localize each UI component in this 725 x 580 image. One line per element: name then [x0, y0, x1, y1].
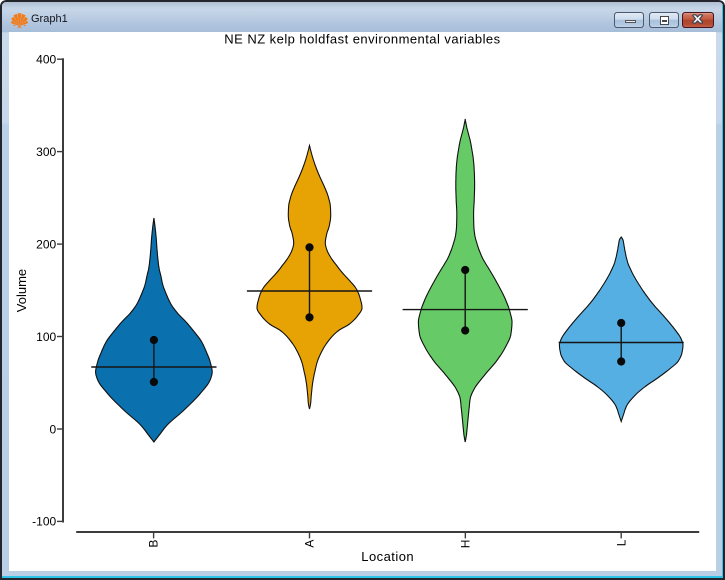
svg-text:B: B: [147, 540, 161, 548]
svg-text:0: 0: [50, 422, 57, 436]
svg-text:-100: -100: [32, 515, 56, 529]
svg-text:NE NZ kelp holdfast environmen: NE NZ kelp holdfast environmental variab…: [224, 31, 500, 46]
svg-text:A: A: [303, 540, 317, 548]
svg-text:300: 300: [36, 145, 56, 159]
svg-text:L: L: [614, 539, 628, 546]
svg-text:Volume: Volume: [14, 269, 29, 312]
svg-text:H: H: [458, 540, 472, 549]
svg-text:400: 400: [36, 53, 56, 67]
svg-text:100: 100: [36, 330, 56, 344]
svg-text:Location: Location: [361, 549, 414, 564]
svg-text:200: 200: [36, 237, 56, 251]
